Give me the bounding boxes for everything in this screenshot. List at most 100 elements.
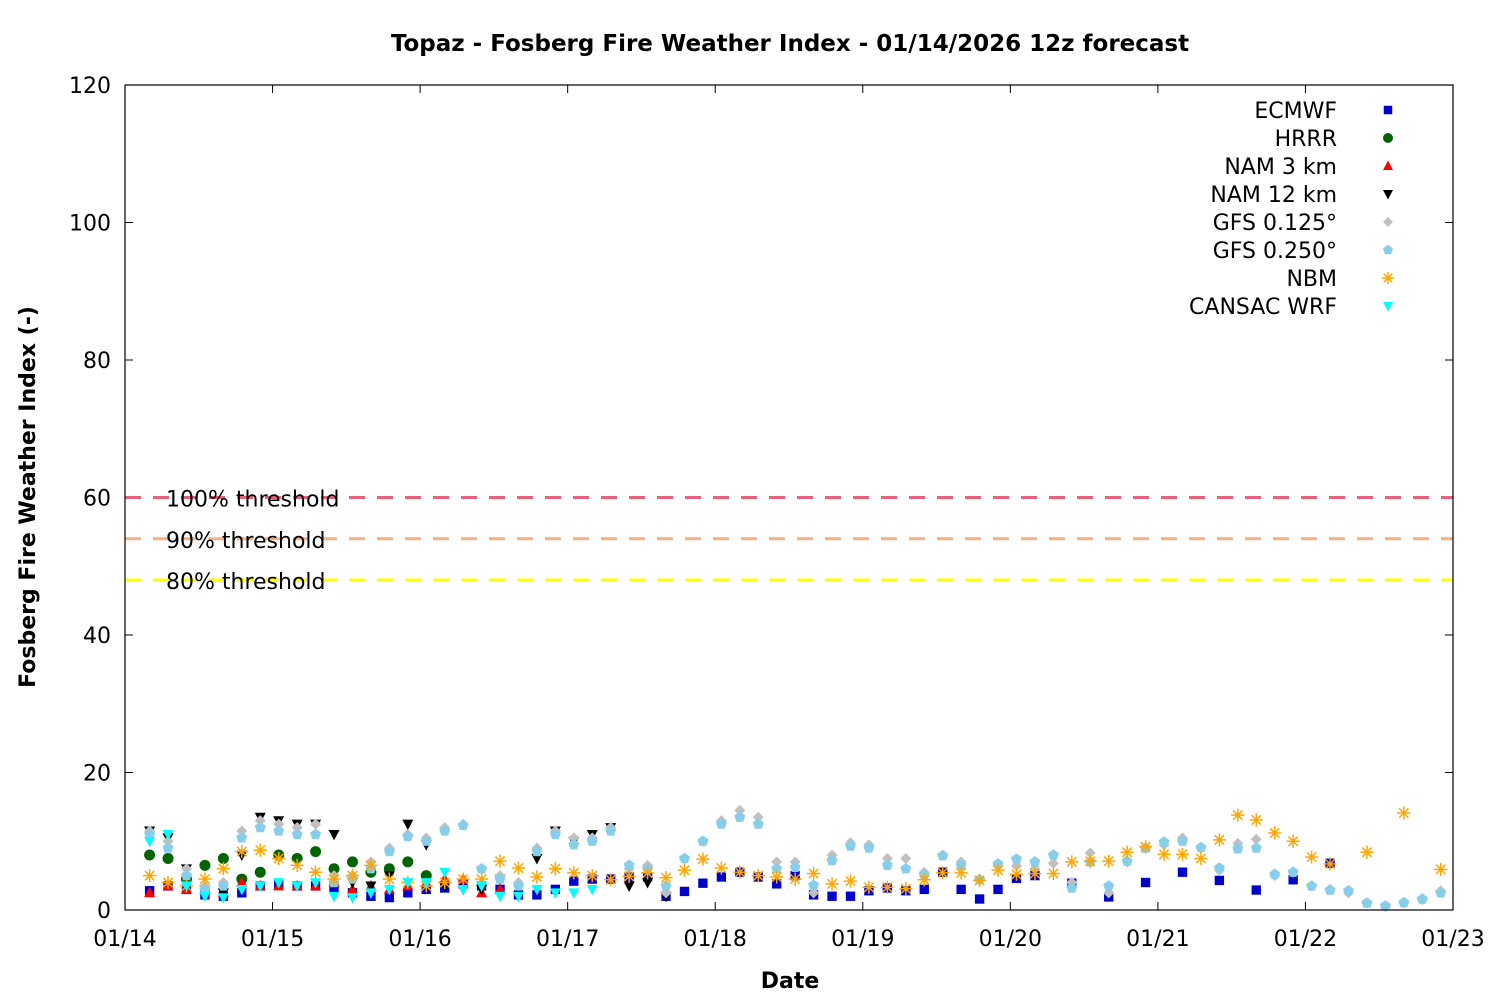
- data-point-gfs-0-250: [513, 880, 524, 891]
- asterisk-stroke: [826, 878, 838, 890]
- data-point-gfs-0-250: [1361, 897, 1373, 908]
- data-point-nbm: [1102, 854, 1116, 868]
- data-point-gfs-0-250: [586, 835, 598, 846]
- data-point-gfs-0-250: [402, 830, 414, 842]
- x-tick-label: 01/14: [93, 927, 156, 952]
- data-point-nbm: [733, 865, 747, 879]
- data-point-cansac-wrf: [346, 893, 358, 904]
- asterisk-stroke: [1383, 273, 1393, 283]
- data-point-gfs-0-250: [1011, 853, 1022, 864]
- data-point-gfs-0-250: [605, 825, 617, 836]
- data-point-gfs-0-250: [476, 863, 488, 874]
- x-tick-label: 01/19: [831, 927, 894, 952]
- data-point-cansac-wrf: [494, 891, 506, 903]
- data-point-gfs-0-250: [549, 828, 561, 839]
- data-point-ecmwf: [329, 883, 339, 893]
- data-point-nbm: [364, 858, 378, 872]
- data-point-cansac-wrf: [512, 891, 524, 903]
- data-point-ecmwf: [1214, 875, 1225, 886]
- data-point-gfs-0-250: [494, 873, 506, 884]
- x-tick-label: 01/22: [1274, 927, 1337, 952]
- legend-label: GFS 0.125°: [1213, 211, 1337, 236]
- data-point-gfs-0-250: [1029, 856, 1041, 867]
- data-point-gfs-0-250: [310, 828, 322, 839]
- data-point-gfs-0-250: [1047, 849, 1059, 860]
- data-point-nbm: [1083, 854, 1097, 868]
- data-point-ecmwf: [1140, 877, 1151, 888]
- asterisk-stroke: [1435, 864, 1446, 875]
- asterisk-stroke: [310, 866, 321, 878]
- x-axis-label: Date: [761, 969, 820, 994]
- data-point-gfs-0-250: [1158, 836, 1170, 847]
- data-point-gfs-0-125: [254, 815, 266, 827]
- data-point-gfs-0-250: [236, 832, 248, 843]
- data-point-gfs-0-250: [1232, 843, 1244, 854]
- threshold-label: 80% threshold: [166, 570, 326, 595]
- asterisk-stroke: [273, 853, 284, 864]
- data-point-gfs-0-250: [162, 842, 174, 853]
- data-point-gfs-0-250: [1250, 842, 1262, 853]
- data-point-gfs-0-250: [439, 825, 451, 836]
- data-point-nbm: [936, 866, 950, 880]
- data-point-nbm: [142, 869, 157, 883]
- legend-marker: [1383, 302, 1393, 312]
- data-point-nbm: [548, 862, 562, 876]
- data-point-ecmwf: [993, 884, 1003, 895]
- data-point-gfs-0-250: [144, 828, 156, 839]
- legend-marker: [1383, 190, 1393, 200]
- data-point-gfs-0-250: [1103, 880, 1115, 891]
- data-point-hrrr: [254, 866, 266, 878]
- data-point-hrrr: [199, 859, 211, 871]
- asterisk-stroke: [679, 864, 690, 876]
- data-point-ecmwf: [1251, 885, 1261, 895]
- data-point-cansac-wrf: [568, 888, 580, 899]
- data-point-gfs-0-250: [679, 852, 690, 864]
- data-point-nbm: [272, 851, 286, 866]
- data-point-gfs-0-125: [568, 832, 580, 844]
- data-point-hrrr: [162, 852, 174, 864]
- data-point-nbm: [954, 866, 968, 880]
- data-point-nbm: [696, 852, 710, 866]
- data-point-hrrr: [144, 849, 156, 861]
- data-point-gfs-0-250: [715, 818, 727, 829]
- legend: ECMWF HRRR NAM 3 km NAM 12 km GFS 0.125° GFS …: [1189, 99, 1394, 320]
- data-point-gfs-0-250: [789, 861, 801, 872]
- data-point-gfs-0-125: [180, 863, 192, 875]
- asterisk-stroke: [789, 873, 801, 885]
- data-point-nbm: [1397, 806, 1411, 820]
- data-point-cansac-wrf: [236, 884, 248, 896]
- asterisk-stroke: [1287, 836, 1299, 847]
- asterisk-stroke: [697, 853, 709, 865]
- asterisk-stroke: [605, 874, 616, 885]
- data-point-nbm: [511, 861, 526, 875]
- data-point-nbm: [972, 873, 987, 888]
- asterisk-stroke: [384, 873, 395, 885]
- data-point-nbm: [622, 869, 636, 883]
- data-point-gfs-0-250: [1177, 835, 1188, 846]
- legend-label: NAM 12 km: [1210, 183, 1337, 208]
- asterisk-stroke: [734, 866, 746, 878]
- data-point-cansac-wrf: [531, 884, 543, 896]
- asterisk-stroke: [955, 867, 967, 879]
- data-point-nbm: [1065, 855, 1079, 869]
- data-point-gfs-0-250: [1416, 893, 1428, 904]
- data-point-hrrr: [346, 856, 358, 868]
- data-point-gfs-0-250: [1398, 896, 1410, 908]
- data-point-cansac-wrf: [254, 881, 266, 892]
- data-point-nbm: [677, 863, 692, 877]
- asterisk-stroke: [845, 875, 856, 887]
- data-point-gfs-0-125: [236, 825, 248, 837]
- data-point-ecmwf: [956, 884, 966, 895]
- legend-marker: [1382, 272, 1394, 284]
- data-point-nam-3-km: [346, 883, 358, 894]
- data-point-cansac-wrf: [217, 893, 229, 904]
- data-point-ecmwf: [569, 876, 579, 886]
- data-point-nam-3-km: [494, 883, 506, 894]
- data-point-gfs-0-250: [623, 859, 635, 870]
- data-point-gfs-0-250: [826, 854, 838, 866]
- asterisk-stroke: [1232, 809, 1244, 821]
- asterisk-stroke: [1140, 841, 1151, 852]
- asterisk-stroke: [992, 864, 1004, 876]
- data-point-gfs-0-250: [1121, 855, 1133, 866]
- data-point-gfs-0-250: [568, 838, 580, 850]
